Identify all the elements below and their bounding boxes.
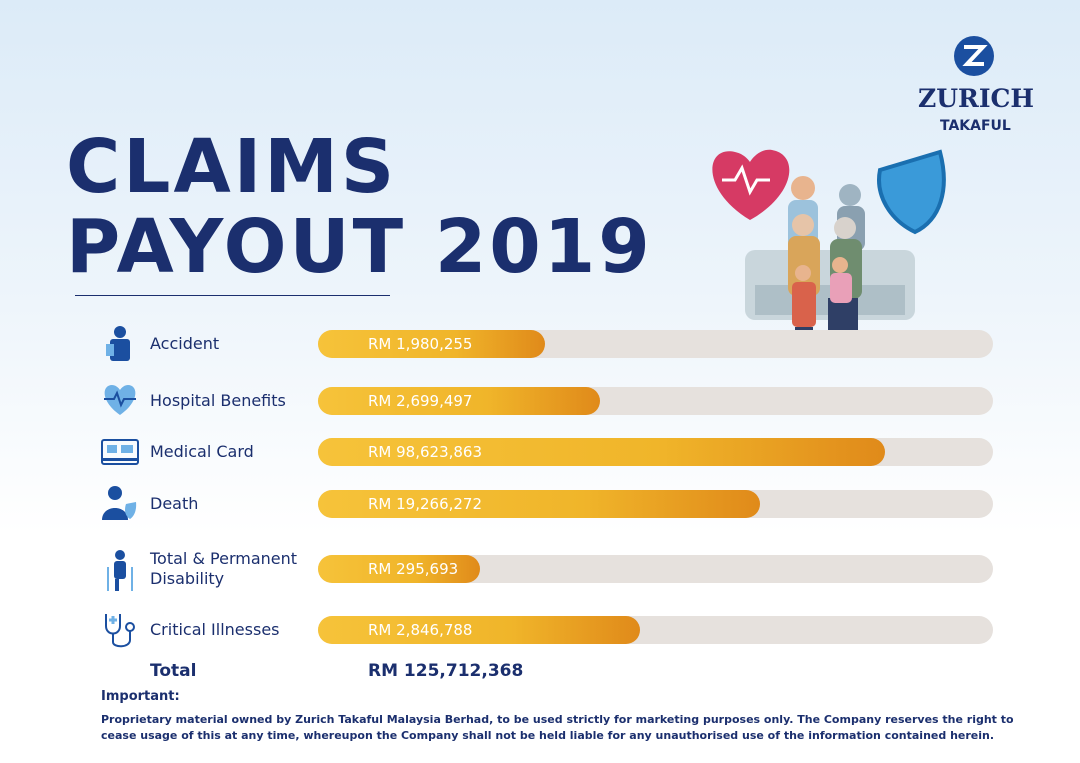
bar-track: [318, 490, 993, 518]
row-label: Total & Permanent Disability: [150, 549, 298, 588]
bar-fill: [318, 555, 480, 583]
row-amount: RM 295,693: [368, 560, 459, 578]
logo-name: ZURICH: [918, 84, 1035, 113]
title: CLAIMS: [66, 124, 398, 210]
row-amount: RM 1,980,255: [368, 335, 473, 353]
bar-track: [318, 387, 993, 415]
bar-fill: [318, 438, 885, 466]
total-amount: RM 125,712,368: [368, 661, 524, 681]
bar-fill: [318, 490, 760, 518]
row-icon: [100, 484, 140, 526]
bar-fill: [318, 330, 545, 358]
row-label: Death: [150, 494, 199, 513]
row-amount: RM 98,623,863: [368, 443, 483, 461]
row-amount: RM 2,699,497: [368, 392, 473, 410]
icon: [106, 326, 130, 361]
bar-fill: [318, 616, 640, 644]
row-label: Hospital Benefits: [150, 391, 286, 410]
logo-mark: [954, 36, 994, 76]
row-icon: [100, 610, 140, 652]
row-amount: RM 19,266,272: [368, 495, 483, 513]
row-icon: [100, 549, 140, 591]
row-label: Accident: [150, 334, 220, 353]
bar-track: [318, 330, 993, 358]
bar-track: [318, 438, 993, 466]
total-label: Total: [150, 661, 197, 681]
notice-text: Proprietary material owned by Zurich Tak…: [101, 713, 1014, 742]
bar-track: [318, 555, 993, 583]
row-icon: [100, 324, 140, 366]
notice-heading: Important:: [101, 689, 180, 704]
icon: [105, 614, 135, 648]
title: PAYOUT 2019: [66, 204, 653, 290]
icon: [107, 550, 133, 591]
divider: [75, 295, 390, 296]
icon: [104, 385, 136, 415]
bar-track: [318, 616, 993, 644]
bar-fill: [318, 387, 600, 415]
row-icon: [100, 432, 140, 474]
icon: [102, 486, 137, 520]
row-label: Critical Illnesses: [150, 620, 280, 639]
family-illustration: [712, 149, 946, 347]
row-label: Medical Card: [150, 442, 254, 461]
row-amount: RM 2,846,788: [368, 621, 473, 639]
logo-subtitle: TAKAFUL: [940, 118, 1011, 134]
row-icon: [100, 381, 140, 423]
icon: [101, 439, 139, 465]
